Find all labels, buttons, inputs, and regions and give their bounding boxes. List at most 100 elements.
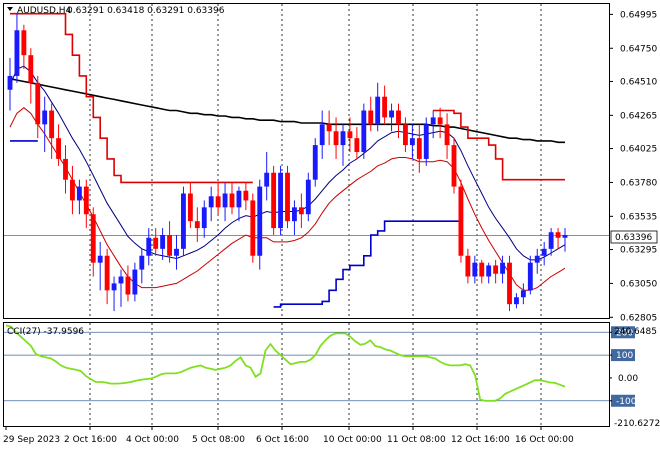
bear-candle xyxy=(333,117,339,159)
bull-candle xyxy=(534,248,540,274)
bull-candle xyxy=(201,200,207,238)
stop-red-line xyxy=(10,12,565,184)
cci-line xyxy=(5,324,566,402)
candle-body xyxy=(368,110,374,125)
bull-candle xyxy=(278,165,283,236)
candle-body xyxy=(70,179,75,201)
bear-candle xyxy=(229,182,235,215)
bull-candle xyxy=(541,241,547,266)
price-tick-label: 0.63780 xyxy=(620,178,657,188)
bear-candle xyxy=(396,103,401,139)
symbol-label: AUDUSD,H4 xyxy=(17,6,72,16)
time-tick-label: 5 Oct 08:00 xyxy=(192,435,245,445)
bear-candle xyxy=(28,48,34,104)
candle-body xyxy=(333,131,339,146)
bear-candle xyxy=(403,117,408,153)
bull-candle xyxy=(312,138,318,187)
bear-candle xyxy=(458,179,464,263)
dropdown-arrow-icon[interactable] xyxy=(7,7,13,11)
bear-candle xyxy=(555,228,561,249)
candle-body xyxy=(451,145,457,187)
cci-level-tag xyxy=(611,326,635,339)
bear-candle xyxy=(382,85,388,125)
candle-body xyxy=(160,235,166,249)
candle-body xyxy=(527,262,533,291)
time-tick-label: 10 Oct 00:00 xyxy=(323,435,382,445)
candle-body xyxy=(493,265,499,274)
candle-body xyxy=(236,190,242,208)
bull-candle xyxy=(111,276,117,312)
bear-candle xyxy=(347,117,353,153)
bear-candle xyxy=(83,179,89,229)
bull-candle xyxy=(305,172,311,222)
bear-candle xyxy=(153,228,159,256)
moving-average-line xyxy=(9,77,565,144)
bear-candle xyxy=(326,110,332,146)
candle-body xyxy=(201,207,207,229)
bull-candle xyxy=(97,241,103,291)
time-tick-label: 6 Oct 16:00 xyxy=(256,435,309,445)
bear-candle xyxy=(63,145,68,194)
current-price-tag-bg xyxy=(610,230,658,244)
candle-body xyxy=(90,214,96,263)
candle-body xyxy=(507,262,512,305)
bear-candle xyxy=(354,127,360,159)
bear-candle xyxy=(493,259,499,284)
candle-body xyxy=(278,172,283,229)
candle-body xyxy=(146,237,152,256)
bear-candle xyxy=(250,193,256,263)
price-tick-label: 0.64750 xyxy=(620,44,657,54)
bull-candle xyxy=(7,57,13,111)
candle-body xyxy=(264,172,270,187)
candle-body xyxy=(444,124,450,146)
bear-candle xyxy=(271,165,277,236)
price-tick-label: 0.63535 xyxy=(620,212,657,222)
bull-candle xyxy=(208,186,214,222)
candle-body xyxy=(292,207,297,222)
bull-candle xyxy=(14,13,20,83)
bear-candle xyxy=(416,124,422,173)
bull-candle xyxy=(139,248,145,284)
bull-candle xyxy=(132,262,138,302)
candle-body xyxy=(514,297,519,305)
bull-candle xyxy=(76,179,82,215)
cci-series xyxy=(4,324,609,402)
time-tick-label: 4 Oct 00:00 xyxy=(126,435,179,445)
bull-candle xyxy=(42,96,48,153)
candle-body xyxy=(271,172,277,229)
candle-body xyxy=(222,193,228,208)
bear-candle xyxy=(194,207,200,242)
bull-candle xyxy=(361,103,367,159)
time-axis: 29 Sep 2023 2 Oct 16:00 4 Oct 00:00 5 Oct 0… xyxy=(3,426,574,445)
cci-level-tag xyxy=(611,394,635,407)
candle-body xyxy=(14,30,20,76)
bear-candle xyxy=(465,248,471,284)
candle-body xyxy=(305,179,311,215)
candle-body xyxy=(562,235,568,238)
candle-body xyxy=(409,138,415,146)
candle-body xyxy=(541,248,547,256)
candle-body xyxy=(326,124,332,132)
candle-body xyxy=(555,232,561,238)
price-panel-frame xyxy=(3,3,610,319)
candle-body xyxy=(187,193,193,222)
bear-candle xyxy=(56,124,61,166)
candle-body xyxy=(111,283,117,291)
candle-body xyxy=(153,237,159,249)
bear-candle xyxy=(368,96,374,132)
bull-candle xyxy=(548,228,554,256)
bull-candle xyxy=(264,152,270,201)
time-tick-label: 29 Sep 2023 xyxy=(3,435,60,445)
bear-candle xyxy=(285,165,290,229)
bear-candle xyxy=(444,113,450,159)
price-tick-label: 0.64025 xyxy=(620,145,657,155)
bull-candle xyxy=(160,228,166,260)
candle-body xyxy=(35,82,41,125)
candle-body xyxy=(139,255,145,270)
candle-body xyxy=(312,145,318,180)
bull-candle xyxy=(319,110,325,159)
price-axis: 0.64995 0.64750 0.64510 0.64265 0.64025 0.637… xyxy=(609,10,657,407)
cci-level-tag xyxy=(611,349,635,362)
candle-body xyxy=(132,269,138,295)
